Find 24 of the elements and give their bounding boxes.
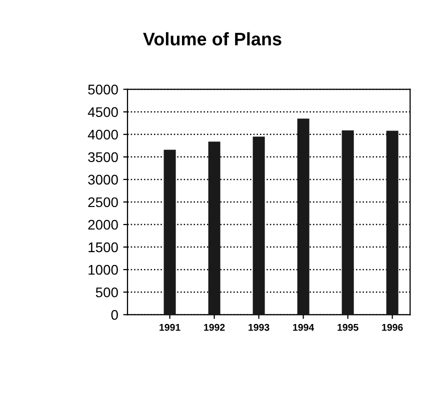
y-tick-label: 1000: [88, 264, 118, 275]
bar: [386, 130, 398, 315]
y-tick-label: 3500: [88, 152, 118, 162]
y-tick-label: 5000: [88, 84, 118, 94]
bar: [164, 150, 176, 315]
chart-title: Volume of Plans: [143, 32, 282, 46]
y-tick-label: 0: [111, 310, 118, 320]
y-tick-label: 4500: [88, 107, 118, 118]
x-tick-label: 1994: [293, 324, 314, 331]
y-tick-label: 500: [96, 287, 118, 298]
x-tick-label: 1996: [382, 324, 403, 331]
y-tick-label: 1500: [88, 242, 118, 252]
y-tick-label: 2000: [88, 220, 118, 230]
y-tick-label: 2500: [88, 197, 118, 208]
bar: [208, 142, 220, 315]
y-tick-label: 3000: [88, 174, 118, 185]
bar: [342, 130, 354, 315]
bar: [297, 118, 310, 315]
x-tick-label: 1991: [160, 324, 180, 331]
x-tick-label: 1993: [248, 324, 270, 331]
y-tick-label: 4000: [88, 130, 118, 140]
x-tick-label: 1995: [338, 324, 358, 331]
x-tick-label: 1992: [204, 324, 225, 331]
bar: [252, 136, 265, 315]
